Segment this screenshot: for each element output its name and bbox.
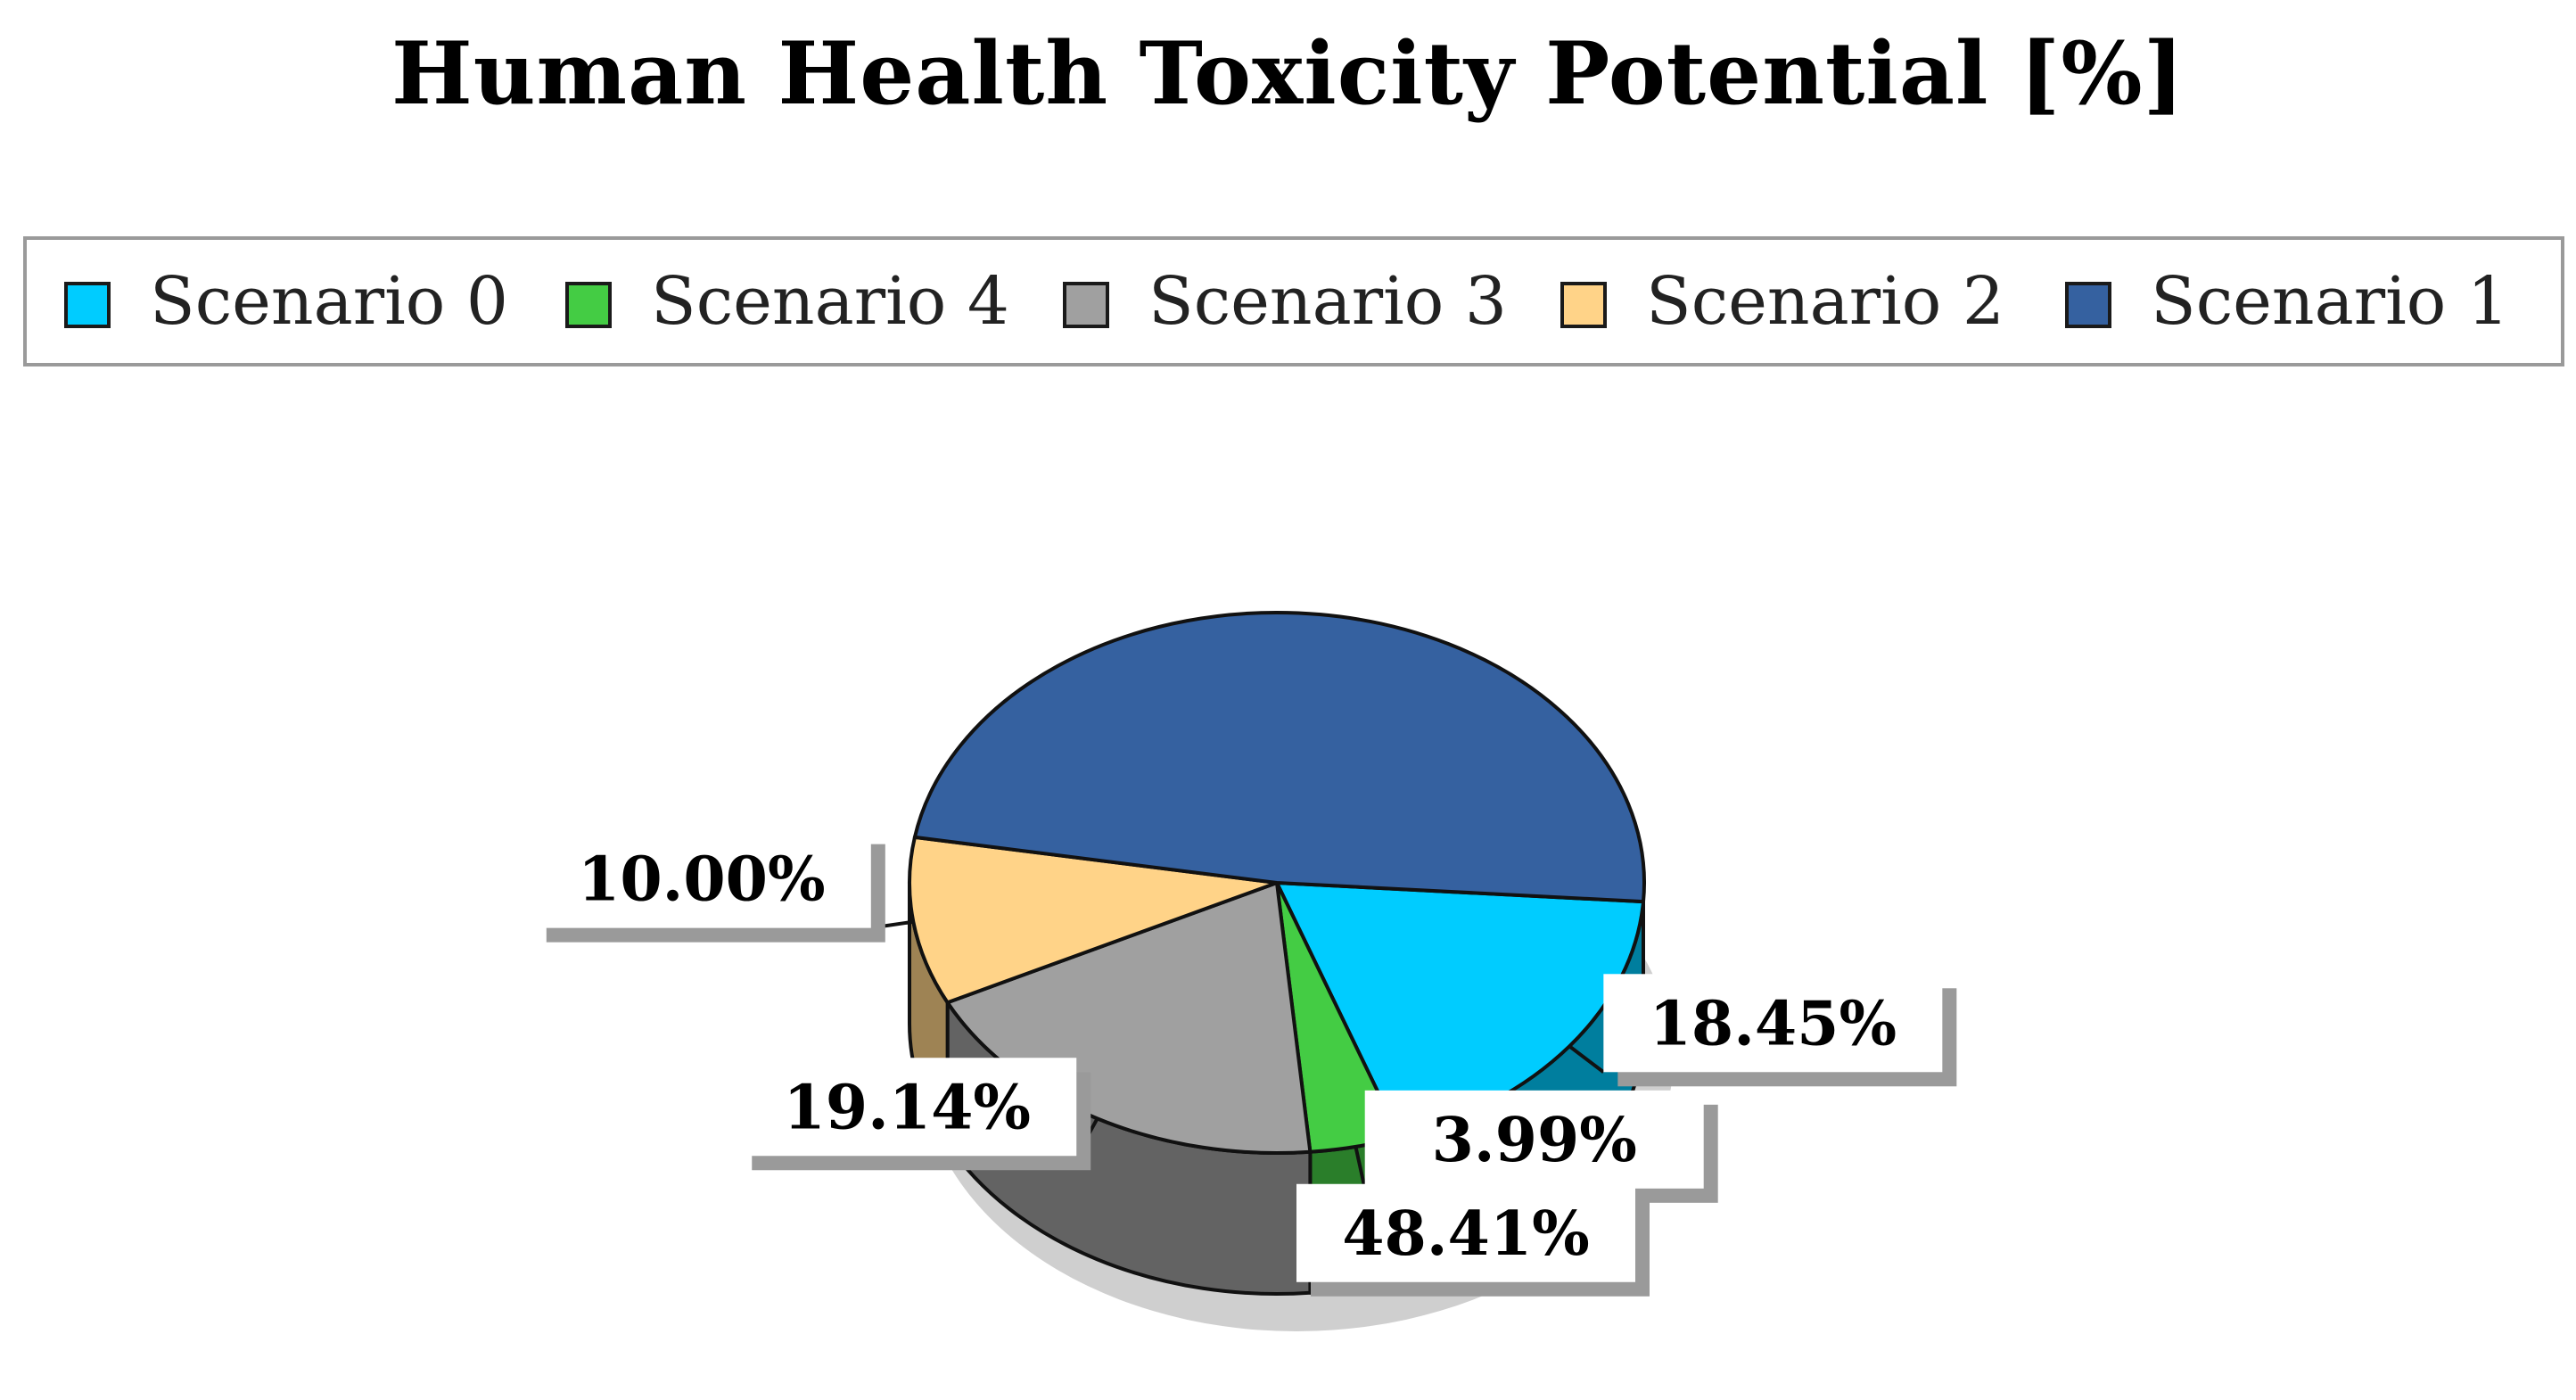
legend-swatch-scenario-0 [64,282,111,328]
chart-legend: Scenario 0 Scenario 4 Scenario 3 Scenari… [23,236,2564,366]
data-label-box-scenario-4 [1364,1090,1704,1189]
data-label-box-scenario-1 [1296,1183,1635,1282]
leader-line-scenario-4 [1354,1146,1367,1190]
pie-slice-scenario-1 [912,611,1646,904]
chart-title: Human Health Toxicity Potential [%] [391,23,2185,124]
data-label-box-scenario-2 [531,829,871,928]
data-label-scenario-3: 19.14% [783,1072,1031,1143]
data-label-scenario-1: 48.41% [1342,1198,1590,1270]
data-label-box-scenario-3 [737,1058,1077,1157]
legend-swatch-scenario-1 [2065,282,2111,328]
data-label-scenario-4: 3.99% [1432,1105,1637,1176]
legend-label-scenario-1: Scenario 1 [2151,263,2509,340]
pie-data-labels: 18.45%3.99% 19.14% 10.00% 48.41% [531,829,1957,1297]
data-label-box-scenario-0 [1603,974,1943,1073]
legend-label-scenario-2: Scenario 2 [1646,263,2004,340]
pie-slice-scenario-2 [908,835,1279,1005]
legend-swatch-scenario-4 [565,282,612,328]
legend-swatch-scenario-3 [1063,282,1109,328]
legend-swatch-scenario-2 [1560,282,1607,328]
leader-line-scenario-0 [1568,1044,1605,1074]
data-label-scenario-2: 10.00% [578,844,826,916]
legend-label-scenario-0: Scenario 0 [150,263,508,340]
data-label-scenario-0: 18.45% [1650,988,1897,1059]
legend-label-scenario-4: Scenario 4 [651,263,1009,340]
legend-label-scenario-3: Scenario 3 [1148,263,1507,340]
